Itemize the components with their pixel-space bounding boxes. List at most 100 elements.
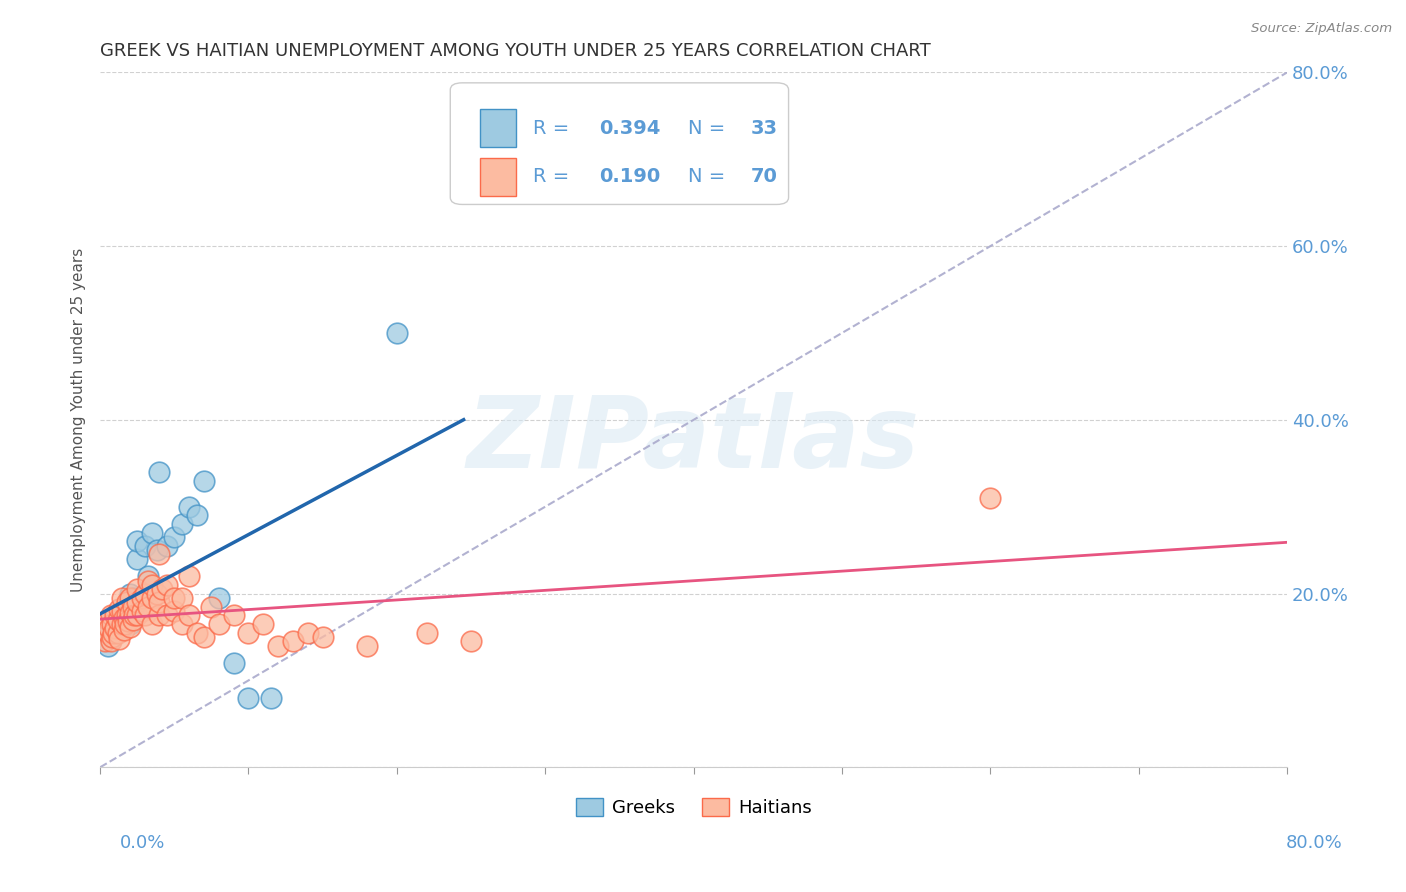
- Point: [186, 625, 208, 640]
- Point: [312, 630, 335, 644]
- Text: 80.0%: 80.0%: [1286, 834, 1343, 852]
- Point: [104, 608, 127, 623]
- Point: [222, 608, 245, 623]
- Point: [170, 517, 193, 532]
- Text: N =: N =: [688, 119, 731, 137]
- Point: [98, 621, 121, 635]
- Point: [118, 591, 141, 605]
- Point: [101, 613, 124, 627]
- Point: [131, 591, 153, 605]
- Point: [114, 616, 136, 631]
- Point: [156, 578, 179, 592]
- Point: [96, 613, 118, 627]
- Point: [115, 608, 138, 623]
- Point: [141, 525, 163, 540]
- Point: [152, 582, 174, 597]
- Point: [252, 616, 274, 631]
- Point: [163, 530, 186, 544]
- Point: [104, 621, 127, 635]
- Point: [170, 616, 193, 631]
- Point: [460, 634, 482, 648]
- Point: [136, 574, 159, 588]
- Point: [96, 625, 118, 640]
- Point: [103, 625, 125, 640]
- Point: [415, 625, 437, 640]
- Point: [118, 586, 141, 600]
- Point: [134, 539, 156, 553]
- Point: [111, 621, 134, 635]
- Point: [193, 474, 215, 488]
- Point: [122, 608, 145, 623]
- Point: [131, 604, 153, 618]
- Point: [107, 625, 129, 640]
- Point: [111, 616, 134, 631]
- Point: [260, 690, 283, 705]
- Point: [281, 634, 304, 648]
- Point: [170, 591, 193, 605]
- Point: [200, 599, 222, 614]
- Point: [104, 625, 127, 640]
- Point: [208, 591, 231, 605]
- Text: 0.0%: 0.0%: [120, 834, 165, 852]
- Point: [96, 625, 118, 640]
- FancyBboxPatch shape: [479, 109, 516, 147]
- Point: [111, 591, 134, 605]
- Point: [100, 608, 122, 623]
- Point: [148, 465, 170, 479]
- Point: [267, 639, 290, 653]
- Point: [93, 634, 115, 648]
- Point: [222, 656, 245, 670]
- Point: [108, 602, 131, 616]
- Legend: Greeks, Haitians: Greeks, Haitians: [568, 790, 818, 824]
- FancyBboxPatch shape: [450, 83, 789, 204]
- Point: [111, 604, 134, 618]
- Point: [136, 569, 159, 583]
- Point: [186, 508, 208, 523]
- Point: [108, 632, 131, 646]
- Point: [107, 608, 129, 623]
- Point: [136, 599, 159, 614]
- Point: [115, 595, 138, 609]
- Point: [979, 491, 1001, 505]
- Point: [127, 582, 149, 597]
- Point: [104, 616, 127, 631]
- Point: [112, 623, 135, 637]
- Text: GREEK VS HAITIAN UNEMPLOYMENT AMONG YOUTH UNDER 25 YEARS CORRELATION CHART: GREEK VS HAITIAN UNEMPLOYMENT AMONG YOUT…: [100, 42, 931, 60]
- Point: [101, 621, 124, 635]
- Point: [107, 613, 129, 627]
- Point: [134, 586, 156, 600]
- Point: [118, 616, 141, 631]
- Point: [115, 599, 138, 614]
- Point: [121, 599, 143, 614]
- Point: [148, 548, 170, 562]
- Point: [115, 608, 138, 623]
- Point: [121, 613, 143, 627]
- Point: [163, 604, 186, 618]
- Y-axis label: Unemployment Among Youth under 25 years: Unemployment Among Youth under 25 years: [72, 248, 86, 592]
- Point: [156, 608, 179, 623]
- Text: 0.394: 0.394: [599, 119, 659, 137]
- Text: R =: R =: [533, 167, 576, 186]
- Point: [141, 616, 163, 631]
- Point: [163, 591, 186, 605]
- Point: [127, 595, 149, 609]
- Point: [385, 326, 408, 340]
- Point: [179, 608, 201, 623]
- Point: [100, 634, 122, 648]
- FancyBboxPatch shape: [479, 158, 516, 195]
- Point: [101, 630, 124, 644]
- Point: [145, 586, 167, 600]
- Point: [101, 616, 124, 631]
- Text: Source: ZipAtlas.com: Source: ZipAtlas.com: [1251, 22, 1392, 36]
- Point: [208, 616, 231, 631]
- Point: [141, 591, 163, 605]
- Point: [96, 639, 118, 653]
- Point: [127, 534, 149, 549]
- Point: [141, 578, 163, 592]
- Text: 70: 70: [751, 167, 778, 186]
- Point: [101, 630, 124, 644]
- Point: [179, 569, 201, 583]
- Point: [127, 608, 149, 623]
- Point: [134, 608, 156, 623]
- Point: [118, 606, 141, 620]
